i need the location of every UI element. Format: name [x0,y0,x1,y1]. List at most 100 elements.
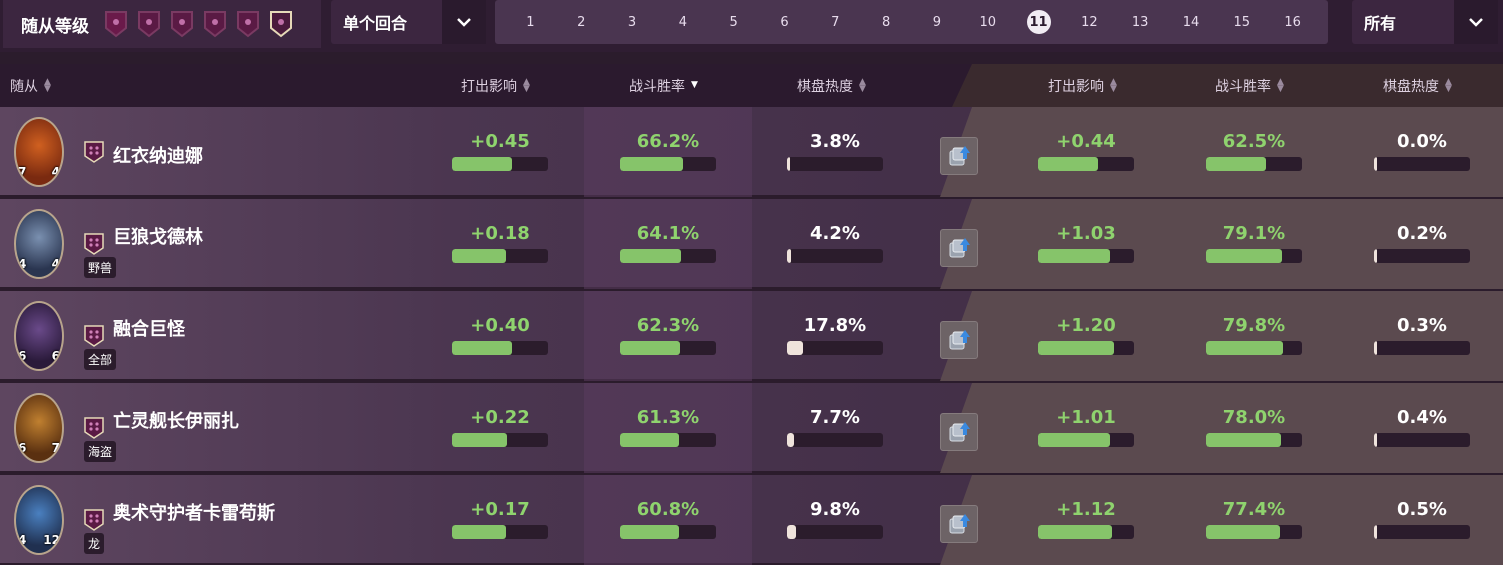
golden-impact-bar [1038,341,1134,355]
table-row[interactable]: 4 4 巨狼戈德林 野兽 +0.18 64.1% 4.2% +1.03 79.1% 0.2% [0,199,1503,289]
tier-shield-icon[interactable] [235,10,260,38]
impact: +0.18 [452,223,548,263]
heat-value: 9.8% [810,499,860,520]
golden-heat: 0.2% [1374,223,1470,263]
sort-icon[interactable]: ▲ ▼ [1277,76,1284,94]
table-row[interactable]: 6 6 融合巨怪 全部 +0.40 62.3% 17.8% +1.20 79.8% 0.3% [0,291,1503,381]
impact-bar [452,341,548,355]
golden-impact-value: +1.12 [1056,499,1116,520]
turn-option[interactable]: 13 [1131,14,1149,30]
minion-name[interactable]: 融合巨怪 [113,319,185,340]
turn-option[interactable]: 1 [526,14,535,30]
header-heat[interactable]: 棋盘热度 ▲ ▼ [797,64,866,107]
header-minion[interactable]: 随从 ▲ ▼ [10,64,51,107]
heat-value: 3.8% [810,131,860,152]
health-stat: 7 [51,441,60,455]
heat-bar [787,157,883,171]
turn-option[interactable]: 4 [678,14,687,30]
header-minion-label: 随从 [10,78,38,95]
chevron-down-icon[interactable] [442,0,486,44]
header-golden-impact[interactable]: 打出影响 ▲ ▼ [1048,64,1117,107]
impact-bar [452,525,548,539]
golden-winrate: 62.5% [1206,131,1302,171]
turn-mode-dropdown[interactable]: 单个回合 [331,0,486,44]
sort-icon[interactable]: ▲ ▼ [859,76,866,94]
table-row[interactable]: 6 7 亡灵舰长伊丽扎 海盗 +0.22 61.3% 7.7% +1.01 78.0% 0.4% [0,383,1503,473]
golden-winrate-fill [1206,249,1282,263]
turn-option[interactable]: 15 [1233,14,1251,30]
golden-heat-value: 0.0% [1397,131,1447,152]
tribe-badge: 野兽 [84,257,117,278]
tier-badge-icon [84,141,104,167]
tier-shield-icon[interactable] [268,10,293,38]
winrate-fill [620,341,680,355]
winrate-bar [620,157,716,171]
turn-option[interactable]: 9 [932,14,942,30]
table-row[interactable]: 7 4 红衣纳迪娜 +0.45 66.2% 3.8% +0.44 62.5% 0.0% [0,107,1503,197]
heat: 4.2% [787,223,883,263]
attack-stat: 4 [18,533,27,547]
impact-value: +0.45 [470,131,530,152]
turn-option[interactable]: 16 [1284,14,1301,30]
sort-icon[interactable]: ▲ ▼ [44,76,51,94]
turn-option[interactable]: 6 [780,14,789,30]
tier-shield-icon[interactable] [169,10,194,38]
header-heat-label: 棋盘热度 [797,78,853,95]
golden-impact-bar [1038,525,1134,539]
impact: +0.22 [452,407,548,447]
turn-option[interactable]: 3 [627,14,637,30]
golden-upgrade-icon [940,413,978,451]
golden-impact-fill [1038,525,1112,539]
golden-winrate: 77.4% [1206,499,1302,539]
turn-option[interactable]: 7 [831,14,840,30]
tier-shield-icon[interactable] [202,10,227,38]
turn-option[interactable]: 5 [729,14,738,30]
golden-impact-fill [1038,433,1110,447]
header-golden-heat[interactable]: 棋盘热度 ▲ ▼ [1383,64,1452,107]
turn-option[interactable]: 14 [1182,14,1200,30]
golden-impact: +0.44 [1038,131,1134,171]
tribe-badge: 全部 [84,349,117,370]
table-row[interactable]: 4 12 奥术守护者卡雷苟斯龙 +0.17 60.8% 9.8% +1.12 77.4% 0.5… [0,475,1503,565]
sort-icon[interactable]: ▲ ▼ [1110,76,1117,94]
sort-icon[interactable]: ▲ ▼ [1445,76,1452,94]
tier-shield-icon[interactable] [103,10,128,38]
tribe-dropdown[interactable]: 所有 [1352,0,1498,44]
golden-panel [940,383,1503,473]
golden-impact-value: +1.03 [1056,223,1116,244]
minion-name[interactable]: 红衣纳迪娜 [113,146,203,167]
minion-name[interactable]: 亡灵舰长伊丽扎 [113,411,239,432]
turn-option[interactable]: 8 [881,14,891,30]
impact-fill [452,249,506,263]
heat-fill [787,341,804,355]
minion-name[interactable]: 巨狼戈德林 [113,227,203,248]
heat-bar [787,341,883,355]
header-golden-winrate[interactable]: 战斗胜率 ▲ ▼ [1215,64,1284,107]
golden-impact: +1.01 [1038,407,1134,447]
header-impact[interactable]: 打出影响 ▲ ▼ [461,64,530,107]
tier-shield-icon[interactable] [136,10,161,38]
impact-bar [452,249,548,263]
golden-impact-value: +0.44 [1056,131,1116,152]
sort-icon[interactable]: ▲ ▼ [523,76,530,94]
turn-option[interactable]: 10 [979,14,996,30]
attack-stat: 7 [18,165,27,179]
golden-panel [940,291,1503,381]
header-winrate[interactable]: 战斗胜率 ▼ [629,64,698,107]
heat-value: 17.8% [803,315,867,336]
winrate: 61.3% [620,407,716,447]
golden-winrate-value: 77.4% [1222,499,1286,520]
turn-option[interactable]: 12 [1081,14,1098,30]
golden-heat: 0.5% [1374,499,1470,539]
minion-name[interactable]: 奥术守护者卡雷苟斯 [113,503,275,524]
golden-winrate-bar [1206,249,1302,263]
tier-badge-icon [84,325,104,351]
sort-desc-icon[interactable]: ▼ [691,80,698,90]
golden-winrate-fill [1206,433,1281,447]
chevron-down-icon[interactable] [1454,0,1498,44]
heat-bar [787,249,883,263]
turn-option[interactable]: 2 [577,14,586,30]
turn-option[interactable]: 11 [1026,10,1051,34]
heat-value: 4.2% [810,223,860,244]
